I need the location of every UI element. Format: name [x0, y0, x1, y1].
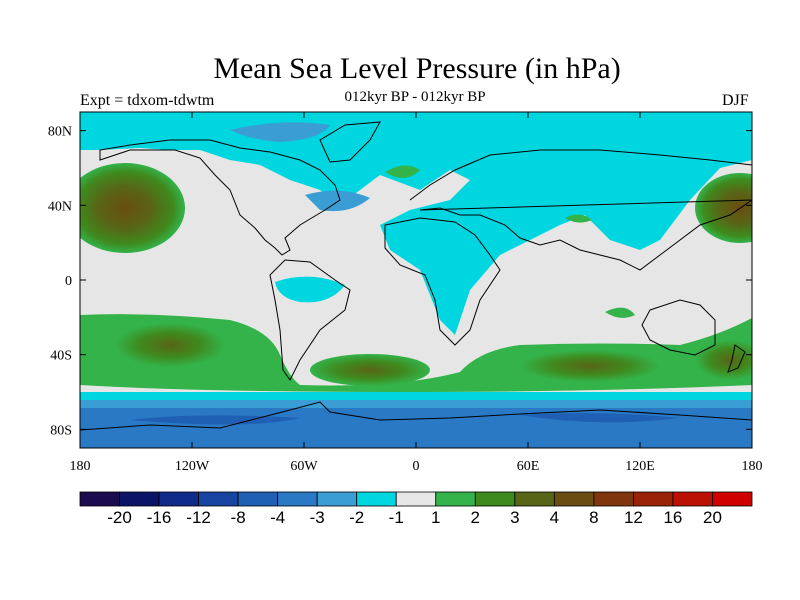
colorbar-swatch	[237, 491, 279, 507]
north-pacific-high-east	[695, 173, 752, 243]
coastline-north-america	[99, 139, 341, 256]
colorbar-swatch	[593, 491, 634, 507]
colorbar-label: 8	[589, 508, 598, 527]
north-atlantic-dark-region	[305, 190, 370, 212]
southern-ocean-cyan-band	[80, 392, 752, 400]
coastline-australia	[641, 299, 716, 356]
colorbar-label: 20	[703, 508, 722, 527]
colorbar-label: -2	[349, 508, 364, 527]
asia-green-spot	[565, 214, 592, 223]
colorbar-swatch	[514, 491, 555, 507]
colorbar-swatch	[712, 491, 753, 507]
colorbar-label: -4	[270, 508, 285, 527]
south-pacific-high	[115, 323, 225, 367]
antarctic-negative-region	[80, 408, 752, 448]
colorbar-swatch	[435, 491, 476, 507]
colorbar-swatch	[158, 491, 199, 507]
experiment-label: Expt = tdxom-tdwtm	[80, 92, 215, 109]
latitude-label: 0	[65, 274, 72, 289]
coastline-new-zealand	[727, 344, 746, 373]
arctic-negative-region	[80, 112, 752, 335]
arctic-dark-region	[230, 122, 330, 142]
antarctic-dark-patch	[130, 413, 680, 425]
colorbar-swatch	[395, 491, 437, 507]
colorbar-label: 4	[550, 508, 559, 527]
period-label: 012kyr BP - 012kyr BP	[344, 89, 486, 105]
latitude-labels: 80N 40N 0 40S 80S	[48, 125, 72, 439]
colorbar	[79, 491, 753, 507]
colorbar-swatch	[672, 491, 713, 507]
colorbar-label: 1	[431, 508, 440, 527]
colorbar-label: -8	[231, 508, 246, 527]
colorbar-label: 12	[624, 508, 643, 527]
southern-ocean-band-2	[80, 400, 752, 408]
south-atlantic-high	[310, 354, 430, 386]
pressure-anomaly-field	[80, 112, 752, 448]
atlantic-green-spot	[385, 165, 420, 179]
colorbar-label: 3	[510, 508, 519, 527]
colorbar-swatch	[198, 491, 239, 507]
new-zealand-high	[695, 340, 752, 380]
map-title: Mean Sea Level Pressure (in hPa)	[213, 52, 621, 85]
coastline-greenland	[319, 121, 381, 163]
colorbar-swatch	[633, 491, 674, 507]
colorbar-swatch	[553, 491, 595, 507]
colorbar-label: -12	[186, 508, 211, 527]
coastline-africa	[384, 217, 501, 346]
south-america-negative-region	[275, 276, 345, 303]
longitude-label: 180	[742, 459, 763, 474]
axis-ticks	[79, 112, 753, 448]
latitude-label: 40N	[48, 199, 72, 214]
latitude-label: 40S	[50, 349, 72, 364]
australia-green-spot	[605, 307, 635, 318]
colorbar-label: -3	[310, 508, 325, 527]
colorbar-swatch	[79, 491, 120, 507]
coastline-south-america	[269, 259, 351, 381]
season-label: DJF	[722, 92, 749, 109]
colorbar-swatch	[119, 491, 160, 507]
colorbar-swatch	[356, 491, 397, 507]
colorbar-label: -20	[107, 508, 132, 527]
north-pacific-cyan-spot	[160, 122, 215, 134]
longitude-label: 60W	[290, 459, 318, 474]
longitude-label: 180	[70, 459, 91, 474]
latitude-label: 80N	[48, 125, 72, 140]
colorbar-labels: -20 -16 -12 -8 -4 -3 -2 -1 1 2 3 4 8 12 16 20	[107, 508, 722, 527]
colorbar-label: -1	[389, 508, 404, 527]
longitude-label: 120E	[625, 459, 655, 474]
longitude-label: 120W	[175, 459, 210, 474]
longitude-label: 0	[413, 459, 420, 474]
colorbar-label: 16	[663, 508, 682, 527]
colorbar-swatch	[316, 491, 358, 507]
colorbar-swatch	[277, 491, 318, 507]
longitude-labels: 180 120W 60W 0 60E 120E 180	[70, 459, 763, 474]
latitude-label: 80S	[50, 423, 72, 438]
coastline-antarctica	[80, 401, 752, 431]
coastline-europe-asia	[409, 149, 752, 271]
colorbar-swatch	[474, 491, 516, 507]
north-pacific-high-west	[80, 163, 185, 253]
longitude-label: 60E	[517, 459, 540, 474]
colorbar-label: -16	[147, 508, 172, 527]
south-indian-high	[520, 350, 660, 382]
coastlines	[80, 121, 752, 431]
colorbar-label: 2	[471, 508, 480, 527]
